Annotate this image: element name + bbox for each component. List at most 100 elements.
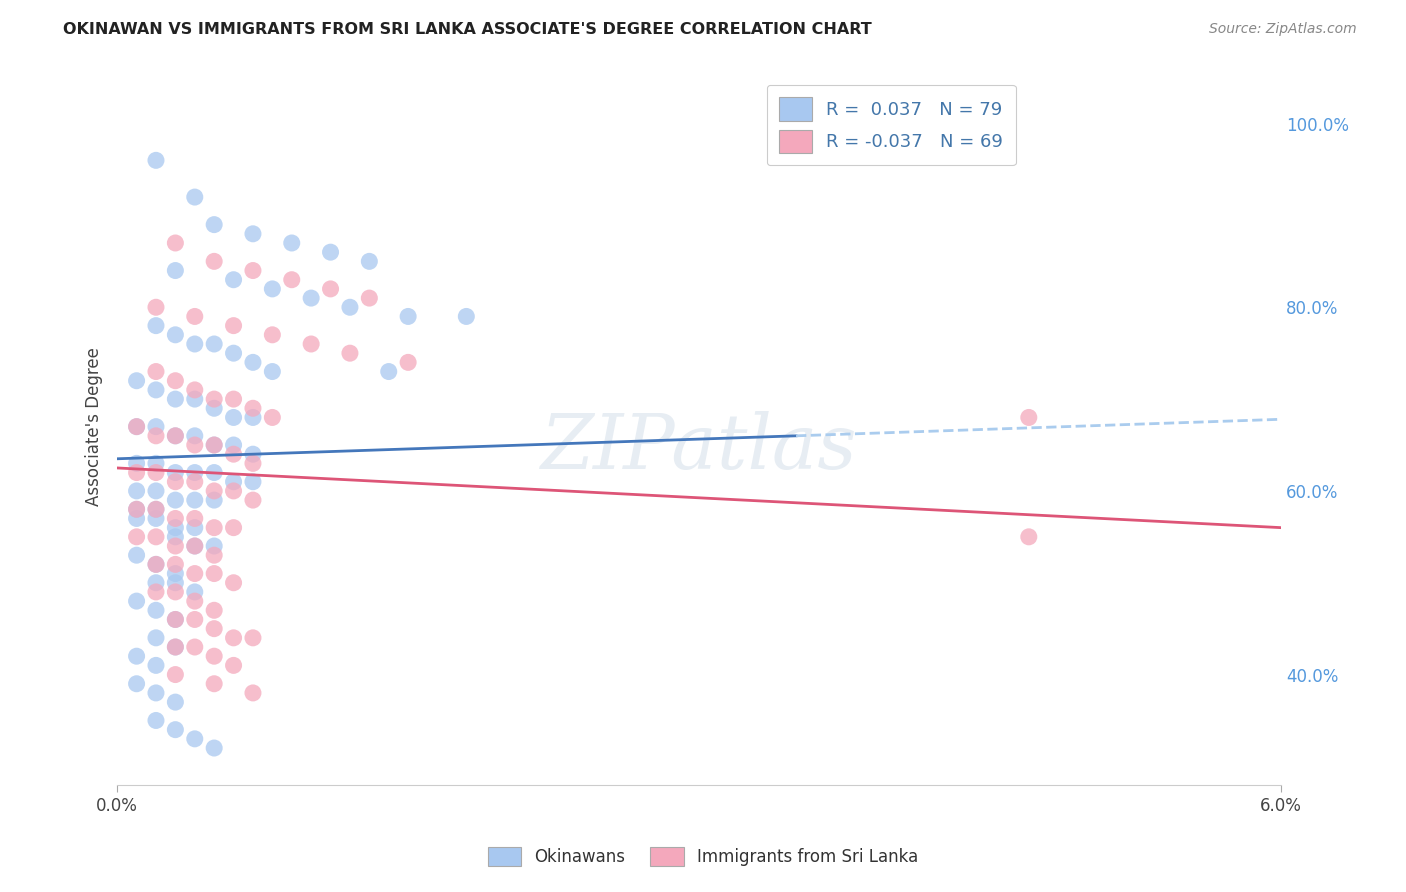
Point (145, 456, 167, 470)
Point (125, 483, 148, 498)
Point (145, 603, 167, 617)
Point (202, 622, 225, 636)
Point (222, 631, 245, 645)
Point (339, 300, 361, 314)
Point (202, 483, 225, 498)
Point (1018, 530, 1040, 544)
Text: ZIPatlas: ZIPatlas (541, 411, 858, 485)
Point (165, 640, 187, 654)
Point (262, 365, 284, 379)
Point (359, 254, 381, 268)
Point (165, 235, 187, 250)
Point (165, 429, 187, 443)
Point (377, 365, 399, 379)
Point (145, 558, 167, 572)
Point (184, 383, 207, 397)
Point (125, 649, 148, 664)
Point (202, 401, 225, 416)
Point (125, 594, 148, 608)
Point (165, 466, 187, 480)
Point (125, 456, 148, 470)
Point (165, 723, 187, 737)
Point (145, 429, 167, 443)
Point (145, 575, 167, 590)
Point (396, 310, 419, 324)
Point (202, 438, 225, 452)
Point (165, 392, 187, 406)
Point (202, 649, 225, 664)
Point (165, 575, 187, 590)
Point (242, 401, 264, 416)
Point (202, 548, 225, 562)
Point (242, 686, 264, 700)
Point (165, 263, 187, 277)
Point (184, 539, 207, 553)
Point (165, 566, 187, 581)
Point (184, 310, 207, 324)
Point (202, 438, 225, 452)
Point (125, 419, 148, 434)
Point (184, 511, 207, 525)
Point (222, 392, 245, 406)
Point (184, 392, 207, 406)
Point (145, 318, 167, 333)
Point (125, 677, 148, 691)
Point (125, 419, 148, 434)
Point (145, 530, 167, 544)
Point (184, 475, 207, 489)
Point (165, 585, 187, 599)
Point (184, 731, 207, 746)
Point (222, 273, 245, 287)
Point (242, 475, 264, 489)
Point (145, 153, 167, 168)
Point (145, 483, 167, 498)
Point (281, 235, 304, 250)
Point (202, 392, 225, 406)
Point (125, 548, 148, 562)
Point (262, 410, 284, 425)
Point (145, 502, 167, 516)
Point (184, 438, 207, 452)
Point (242, 263, 264, 277)
Point (125, 502, 148, 516)
Point (222, 447, 245, 461)
Y-axis label: Associate's Degree: Associate's Degree (86, 347, 103, 506)
Point (299, 291, 322, 305)
Point (184, 493, 207, 508)
Point (165, 667, 187, 681)
Point (319, 245, 342, 260)
Point (222, 410, 245, 425)
Point (202, 741, 225, 756)
Text: OKINAWAN VS IMMIGRANTS FROM SRI LANKA ASSOCIATE'S DEGREE CORRELATION CHART: OKINAWAN VS IMMIGRANTS FROM SRI LANKA AS… (63, 22, 872, 37)
Point (145, 511, 167, 525)
Point (222, 521, 245, 535)
Point (184, 585, 207, 599)
Legend: Okinawans, Immigrants from Sri Lanka: Okinawans, Immigrants from Sri Lanka (481, 840, 925, 873)
Point (242, 355, 264, 369)
Point (145, 300, 167, 314)
Point (184, 539, 207, 553)
Point (222, 475, 245, 489)
Point (165, 521, 187, 535)
Point (202, 677, 225, 691)
Point (165, 530, 187, 544)
Point (299, 337, 322, 351)
Point (202, 337, 225, 351)
Point (202, 521, 225, 535)
Point (359, 291, 381, 305)
Point (184, 429, 207, 443)
Point (262, 327, 284, 342)
Point (184, 594, 207, 608)
Point (319, 282, 342, 296)
Point (145, 365, 167, 379)
Point (165, 327, 187, 342)
Point (145, 658, 167, 673)
Point (165, 695, 187, 709)
Point (165, 493, 187, 508)
Point (222, 575, 245, 590)
Point (339, 346, 361, 360)
Point (125, 374, 148, 388)
Point (184, 337, 207, 351)
Point (165, 640, 187, 654)
Point (145, 383, 167, 397)
